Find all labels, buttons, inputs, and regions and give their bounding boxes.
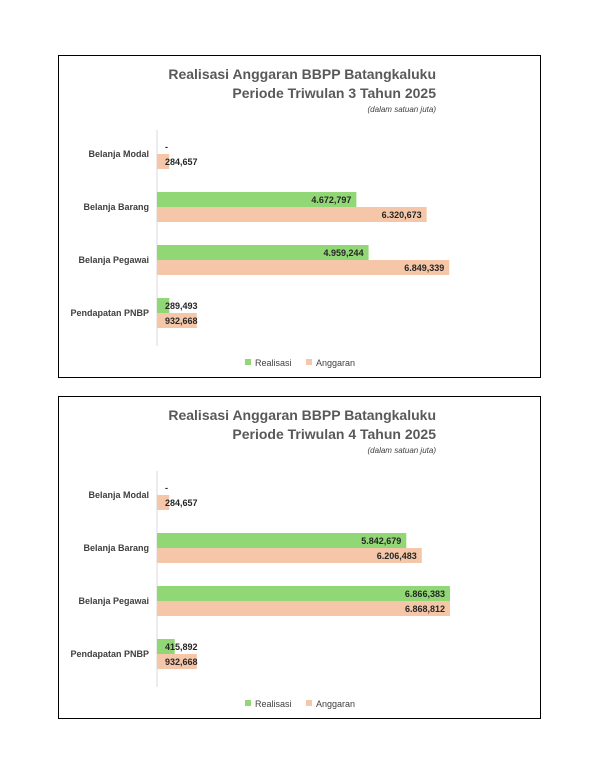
legend-swatch-realisasi	[245, 359, 251, 365]
data-label: 5.842,679	[361, 536, 401, 546]
category-label: Belanja Modal	[88, 490, 149, 500]
data-label: 6.866,383	[405, 589, 445, 599]
category-label: Belanja Barang	[83, 202, 149, 212]
chart-plot-area: Belanja Modal - 284,657 Belanja Barang 4.672…	[70, 130, 450, 346]
data-label: 4.672,797	[311, 195, 351, 205]
chart-svg: Realisasi Anggaran BBPP Batangkaluku Per…	[70, 407, 451, 709]
data-label: 6.320,673	[382, 210, 422, 220]
data-label: 289,493	[165, 301, 198, 311]
category-label: Pendapatan PNBP	[70, 649, 149, 659]
data-label: 284,657	[165, 498, 198, 508]
legend-label-anggaran: Anggaran	[316, 358, 355, 368]
chart-title-line-1: Realisasi Anggaran BBPP Batangkaluku	[168, 66, 436, 82]
legend-label-realisasi: Realisasi	[255, 358, 292, 368]
legend-swatch-anggaran	[306, 700, 312, 706]
chart-legend: Realisasi Anggaran	[245, 699, 355, 709]
bar-anggaran	[157, 495, 170, 510]
chart-subtitle: (dalam satuan juta)	[368, 105, 437, 114]
legend-swatch-anggaran	[306, 359, 312, 365]
category-label: Pendapatan PNBP	[70, 308, 149, 318]
bar-realisasi	[157, 639, 175, 654]
data-label: 6.206,483	[377, 551, 417, 561]
legend-swatch-realisasi	[245, 700, 251, 706]
bar-anggaran	[157, 207, 427, 222]
data-label: 6.868,812	[405, 604, 445, 614]
legend-label-realisasi: Realisasi	[255, 699, 292, 709]
chart-panel-triwulan-4: Realisasi Anggaran BBPP Batangkaluku Per…	[58, 396, 541, 719]
bar-anggaran	[157, 601, 451, 616]
bar-realisasi	[157, 533, 407, 548]
chart-plot-area: Belanja Modal - 284,657 Belanja Barang 5.842…	[70, 471, 451, 687]
bar-realisasi	[157, 298, 170, 313]
bar-anggaran	[157, 154, 170, 169]
chart-title-line-1: Realisasi Anggaran BBPP Batangkaluku	[168, 407, 436, 423]
legend-label-anggaran: Anggaran	[316, 699, 355, 709]
category-label: Belanja Modal	[88, 149, 149, 159]
bar-realisasi	[157, 245, 369, 260]
bar-realisasi	[157, 192, 357, 207]
data-label: -	[165, 142, 168, 152]
data-label: 932,668	[165, 657, 198, 667]
chart-panel-triwulan-3: Realisasi Anggaran BBPP Batangkaluku Per…	[58, 55, 541, 378]
data-label: 4.959,244	[324, 248, 364, 258]
chart-svg: Realisasi Anggaran BBPP Batangkaluku Per…	[70, 66, 450, 368]
chart-title-line-2: Periode Triwulan 4 Tahun 2025	[232, 426, 436, 442]
bar-anggaran	[157, 313, 197, 328]
bar-anggaran	[157, 654, 197, 669]
data-label: 6.849,339	[404, 263, 444, 273]
chart-title-line-2: Periode Triwulan 3 Tahun 2025	[232, 85, 436, 101]
data-label: 932,668	[165, 316, 198, 326]
data-label: 284,657	[165, 157, 198, 167]
chart-legend: Realisasi Anggaran	[245, 358, 355, 368]
category-label: Belanja Pegawai	[78, 255, 149, 265]
bar-realisasi	[157, 586, 450, 601]
data-label: 415,892	[165, 642, 198, 652]
bar-anggaran	[157, 260, 450, 275]
data-label: -	[165, 483, 168, 493]
chart-subtitle: (dalam satuan juta)	[368, 446, 437, 455]
bar-anggaran	[157, 548, 422, 563]
category-label: Belanja Barang	[83, 543, 149, 553]
category-label: Belanja Pegawai	[78, 596, 149, 606]
